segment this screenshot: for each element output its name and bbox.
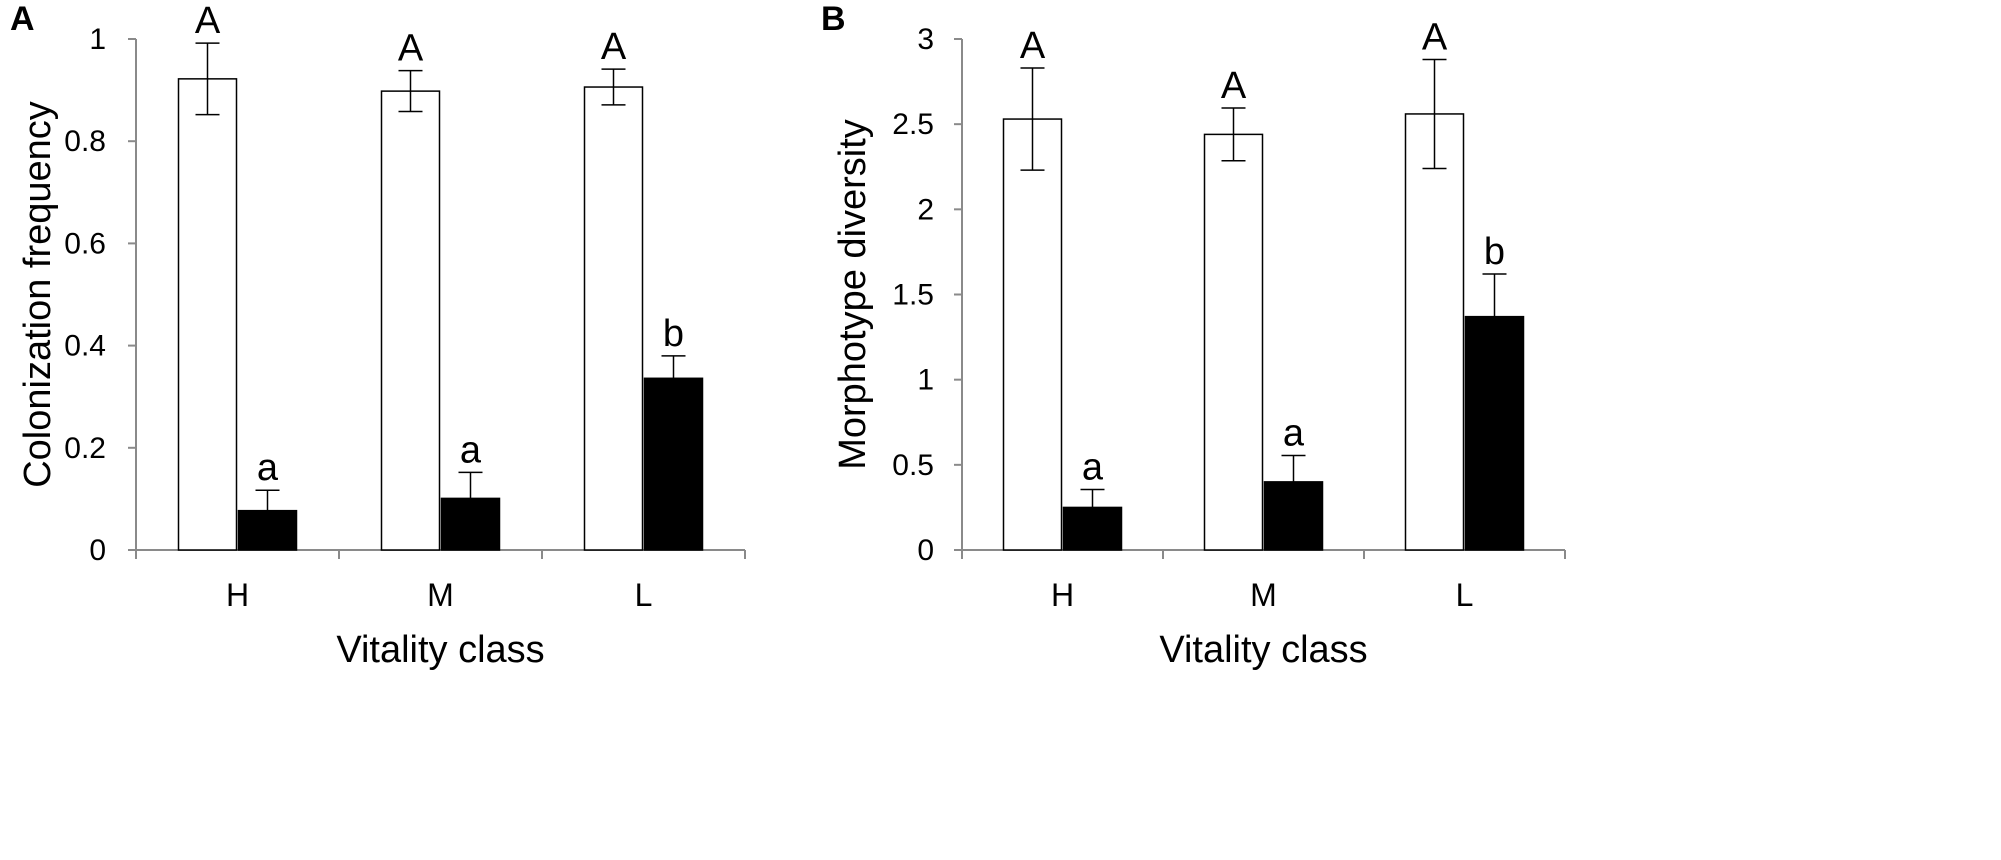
x-category-label: L xyxy=(635,577,653,613)
bar xyxy=(237,509,298,551)
panel-letter: B xyxy=(821,0,846,38)
bar xyxy=(1203,133,1264,551)
x-category-label: L xyxy=(1456,577,1474,613)
y-tick-label: 0 xyxy=(89,534,106,567)
x-category-label: M xyxy=(1250,577,1277,613)
bar xyxy=(1263,481,1324,551)
x-axis-title: Vitality class xyxy=(336,629,544,671)
y-tick-label: 1 xyxy=(917,364,934,397)
y-tick-label: 0.8 xyxy=(64,125,106,158)
significance-label: a xyxy=(257,447,279,489)
bar xyxy=(1002,118,1063,551)
bar xyxy=(380,90,441,551)
significance-label: A xyxy=(1422,16,1448,58)
y-tick-label: 0 xyxy=(917,534,934,567)
y-tick-label: 2.5 xyxy=(892,108,934,141)
bar xyxy=(1062,506,1123,551)
significance-label: A xyxy=(195,0,221,42)
significance-label: A xyxy=(398,28,424,70)
bar xyxy=(177,78,238,551)
bar xyxy=(440,497,501,551)
panel-letter: A xyxy=(10,0,35,38)
significance-label: b xyxy=(1484,231,1505,273)
x-category-label: H xyxy=(226,577,249,613)
y-axis-title: Colonization frequency xyxy=(17,101,59,488)
y-tick-label: 0.4 xyxy=(64,330,106,363)
significance-label: b xyxy=(663,313,684,355)
x-category-label: M xyxy=(427,577,454,613)
y-tick-label: 0.5 xyxy=(892,449,934,482)
y-tick-label: 0.6 xyxy=(64,227,106,260)
y-tick-label: 2 xyxy=(917,193,934,226)
y-axis-title: Morphotype diversity xyxy=(832,119,874,470)
significance-label: a xyxy=(1283,412,1305,454)
significance-label: A xyxy=(1221,65,1247,107)
bar xyxy=(1404,113,1465,551)
significance-label: A xyxy=(1020,25,1046,67)
significance-label: a xyxy=(460,429,482,471)
chart-panel-a: A 0 0.2 0.4 0.6 0.8 1 Colonization frequency Vit… xyxy=(10,0,746,671)
x-category-label: H xyxy=(1051,577,1074,613)
bar xyxy=(1464,315,1525,551)
significance-label: A xyxy=(601,26,627,68)
chart-panel-b: B 0 0.5 1 1.5 2 2.5 3 Morphotype diversity Vitali… xyxy=(821,0,1566,671)
bar xyxy=(643,377,704,551)
y-tick-label: 1.5 xyxy=(892,279,934,312)
y-tick-label: 3 xyxy=(917,23,934,56)
y-tick-label: 0.2 xyxy=(64,432,106,465)
significance-label: a xyxy=(1082,447,1104,489)
bar xyxy=(583,86,644,551)
x-axis-title: Vitality class xyxy=(1159,629,1367,671)
y-tick-label: 1 xyxy=(89,23,106,56)
